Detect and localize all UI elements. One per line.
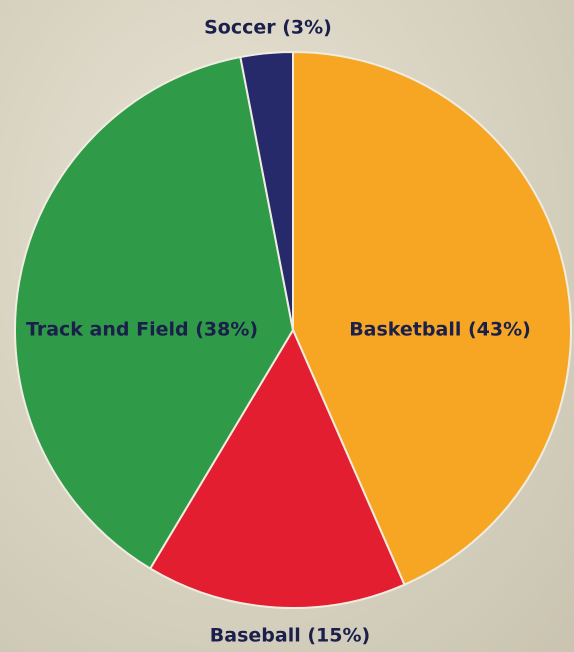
pie-slice [292, 50, 572, 586]
slice-label: Baseball (15%) [210, 625, 370, 647]
pie-slice [14, 55, 295, 570]
slice-label: Soccer (3%) [204, 17, 332, 39]
slice-label: Track and Field (38%) [26, 319, 258, 341]
pie-slice [148, 327, 406, 609]
pie-slice [239, 50, 294, 331]
slice-label: Basketball (43%) [349, 319, 531, 341]
